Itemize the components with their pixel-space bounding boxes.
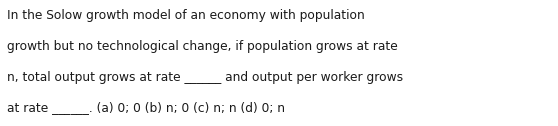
Text: growth but no technological change, if population grows at rate: growth but no technological change, if p… [7, 40, 397, 53]
Text: In the Solow growth model of an economy with population: In the Solow growth model of an economy … [7, 9, 364, 22]
Text: at rate ______. (a) 0; 0 (b) n; 0 (c) n; n (d) 0; n: at rate ______. (a) 0; 0 (b) n; 0 (c) n;… [7, 101, 285, 114]
Text: n, total output grows at rate ______ and output per worker grows: n, total output grows at rate ______ and… [7, 71, 403, 84]
